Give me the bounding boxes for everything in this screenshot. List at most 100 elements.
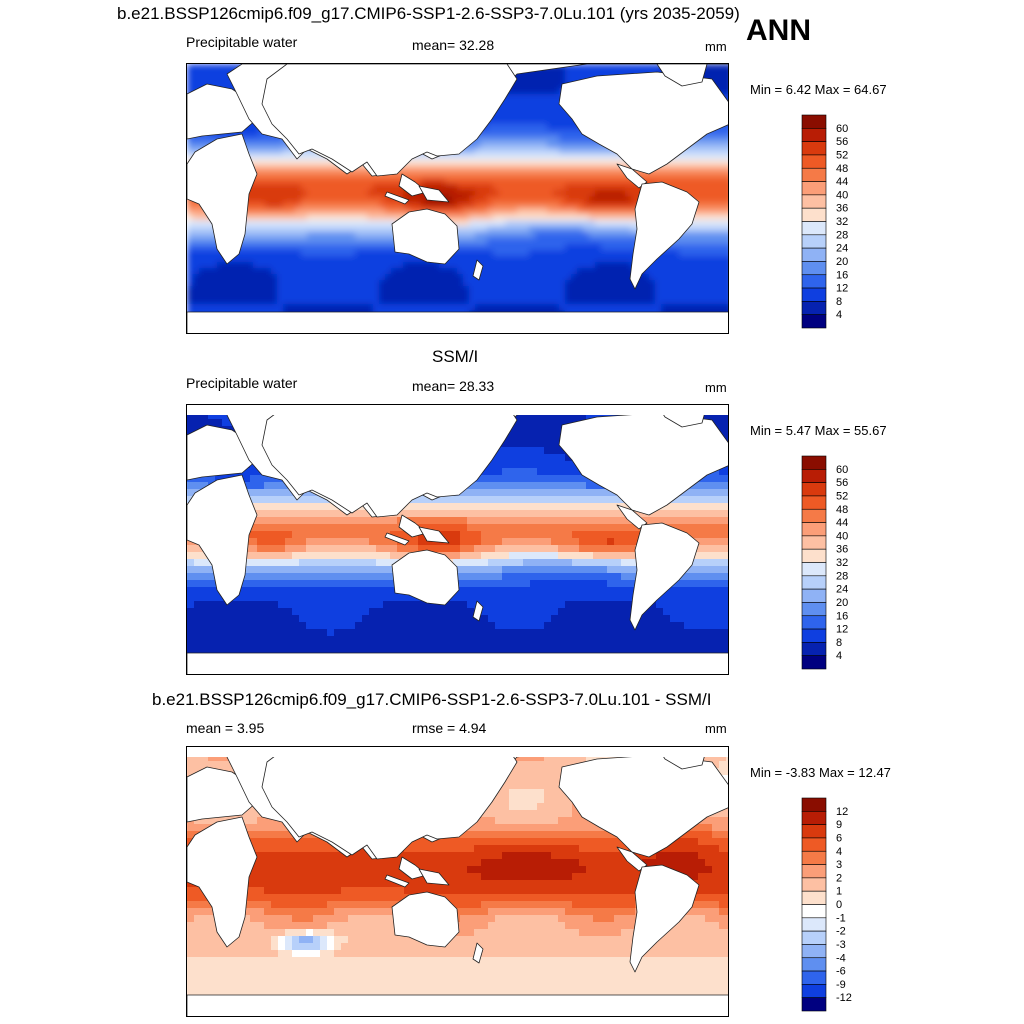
map-cell xyxy=(667,280,674,287)
map-cell xyxy=(235,304,242,311)
map-cell xyxy=(469,148,476,155)
map-cell xyxy=(469,304,476,311)
map-cell xyxy=(523,94,530,101)
map-cell xyxy=(361,262,368,269)
map-cell xyxy=(277,154,284,161)
map-cell xyxy=(529,112,536,119)
map-cell xyxy=(511,88,518,95)
map-cell xyxy=(187,148,194,155)
map-cell xyxy=(559,298,566,305)
map-cell xyxy=(517,82,524,89)
map-cell xyxy=(379,238,386,245)
map-cell xyxy=(487,148,494,155)
map-cell xyxy=(499,244,506,251)
map-cell xyxy=(529,166,536,173)
map-cell xyxy=(295,172,302,179)
map-cell xyxy=(373,220,380,227)
map-cell xyxy=(397,208,404,215)
map-cell xyxy=(265,202,272,209)
colorbar-tick-label: 48 xyxy=(836,163,848,175)
map-cell xyxy=(313,154,320,161)
map-cell xyxy=(319,184,326,191)
map-cell xyxy=(553,112,560,119)
panel-1-variable: Precipitable water xyxy=(186,34,298,50)
map-cell xyxy=(451,190,458,197)
map-cell xyxy=(403,208,410,215)
map-cell xyxy=(223,292,230,299)
map-cell xyxy=(565,70,572,77)
map-cell xyxy=(253,184,260,191)
map-cell xyxy=(607,226,614,233)
map-cell xyxy=(571,214,578,221)
map-cell xyxy=(445,280,452,287)
map-cell xyxy=(307,172,314,179)
map-cell xyxy=(307,166,314,173)
map-cell xyxy=(253,190,260,197)
map-cell xyxy=(523,286,530,293)
map-cell xyxy=(409,256,416,263)
map-cell xyxy=(613,244,620,251)
map-cell xyxy=(265,178,272,185)
map-cell xyxy=(193,244,200,251)
map-cell xyxy=(499,214,506,221)
map-cell xyxy=(313,220,320,227)
map-cell xyxy=(613,178,620,185)
map-cell xyxy=(544,419,552,427)
map-cell xyxy=(349,172,356,179)
map-cell xyxy=(673,280,680,287)
map-cell xyxy=(517,94,524,101)
map-cell xyxy=(271,154,278,161)
map-cell xyxy=(487,220,494,227)
map-cell xyxy=(367,178,374,185)
map-cell xyxy=(571,208,578,215)
map-cell xyxy=(541,220,548,227)
map-cell xyxy=(493,256,500,263)
map-cell xyxy=(691,154,698,161)
map-cell xyxy=(463,202,470,209)
map-cell xyxy=(187,250,194,257)
map-cell xyxy=(565,124,572,131)
map-cell xyxy=(511,166,518,173)
map-cell xyxy=(547,304,554,311)
map-cell xyxy=(571,196,578,203)
map-cell xyxy=(493,202,500,209)
map-cell xyxy=(715,196,722,203)
map-cell xyxy=(205,280,212,287)
map-cell xyxy=(577,190,584,197)
map-cell xyxy=(577,274,584,281)
map-cell xyxy=(379,196,386,203)
map-cell xyxy=(577,256,584,263)
map-cell xyxy=(691,142,698,149)
map-cell xyxy=(673,184,680,191)
map-cell xyxy=(559,190,566,197)
map-cell xyxy=(493,112,500,119)
map-cell xyxy=(289,286,296,293)
map-cell xyxy=(313,232,320,239)
map-cell xyxy=(709,226,716,233)
map-cell xyxy=(577,244,584,251)
map-cell xyxy=(481,226,488,233)
map-cell xyxy=(589,160,596,167)
map-cell xyxy=(187,226,194,233)
map-cell xyxy=(607,64,614,71)
map-cell xyxy=(709,208,716,215)
map-cell xyxy=(613,202,620,209)
map-cell xyxy=(241,280,248,287)
map-cell xyxy=(343,178,350,185)
map-cell xyxy=(505,244,512,251)
map-cell xyxy=(487,142,494,149)
map-cell xyxy=(331,166,338,173)
map-cell xyxy=(541,142,548,149)
map-cell xyxy=(571,160,578,167)
map-cell xyxy=(703,244,710,251)
map-cell xyxy=(469,178,476,185)
map-cell xyxy=(679,154,686,161)
map-cell xyxy=(541,244,548,251)
map-cell xyxy=(331,172,338,179)
map-cell xyxy=(277,238,284,245)
map-cell xyxy=(499,250,506,257)
map-cell xyxy=(259,262,266,269)
map-cell xyxy=(577,232,584,239)
map-cell xyxy=(721,286,728,293)
map-cell xyxy=(253,268,260,275)
